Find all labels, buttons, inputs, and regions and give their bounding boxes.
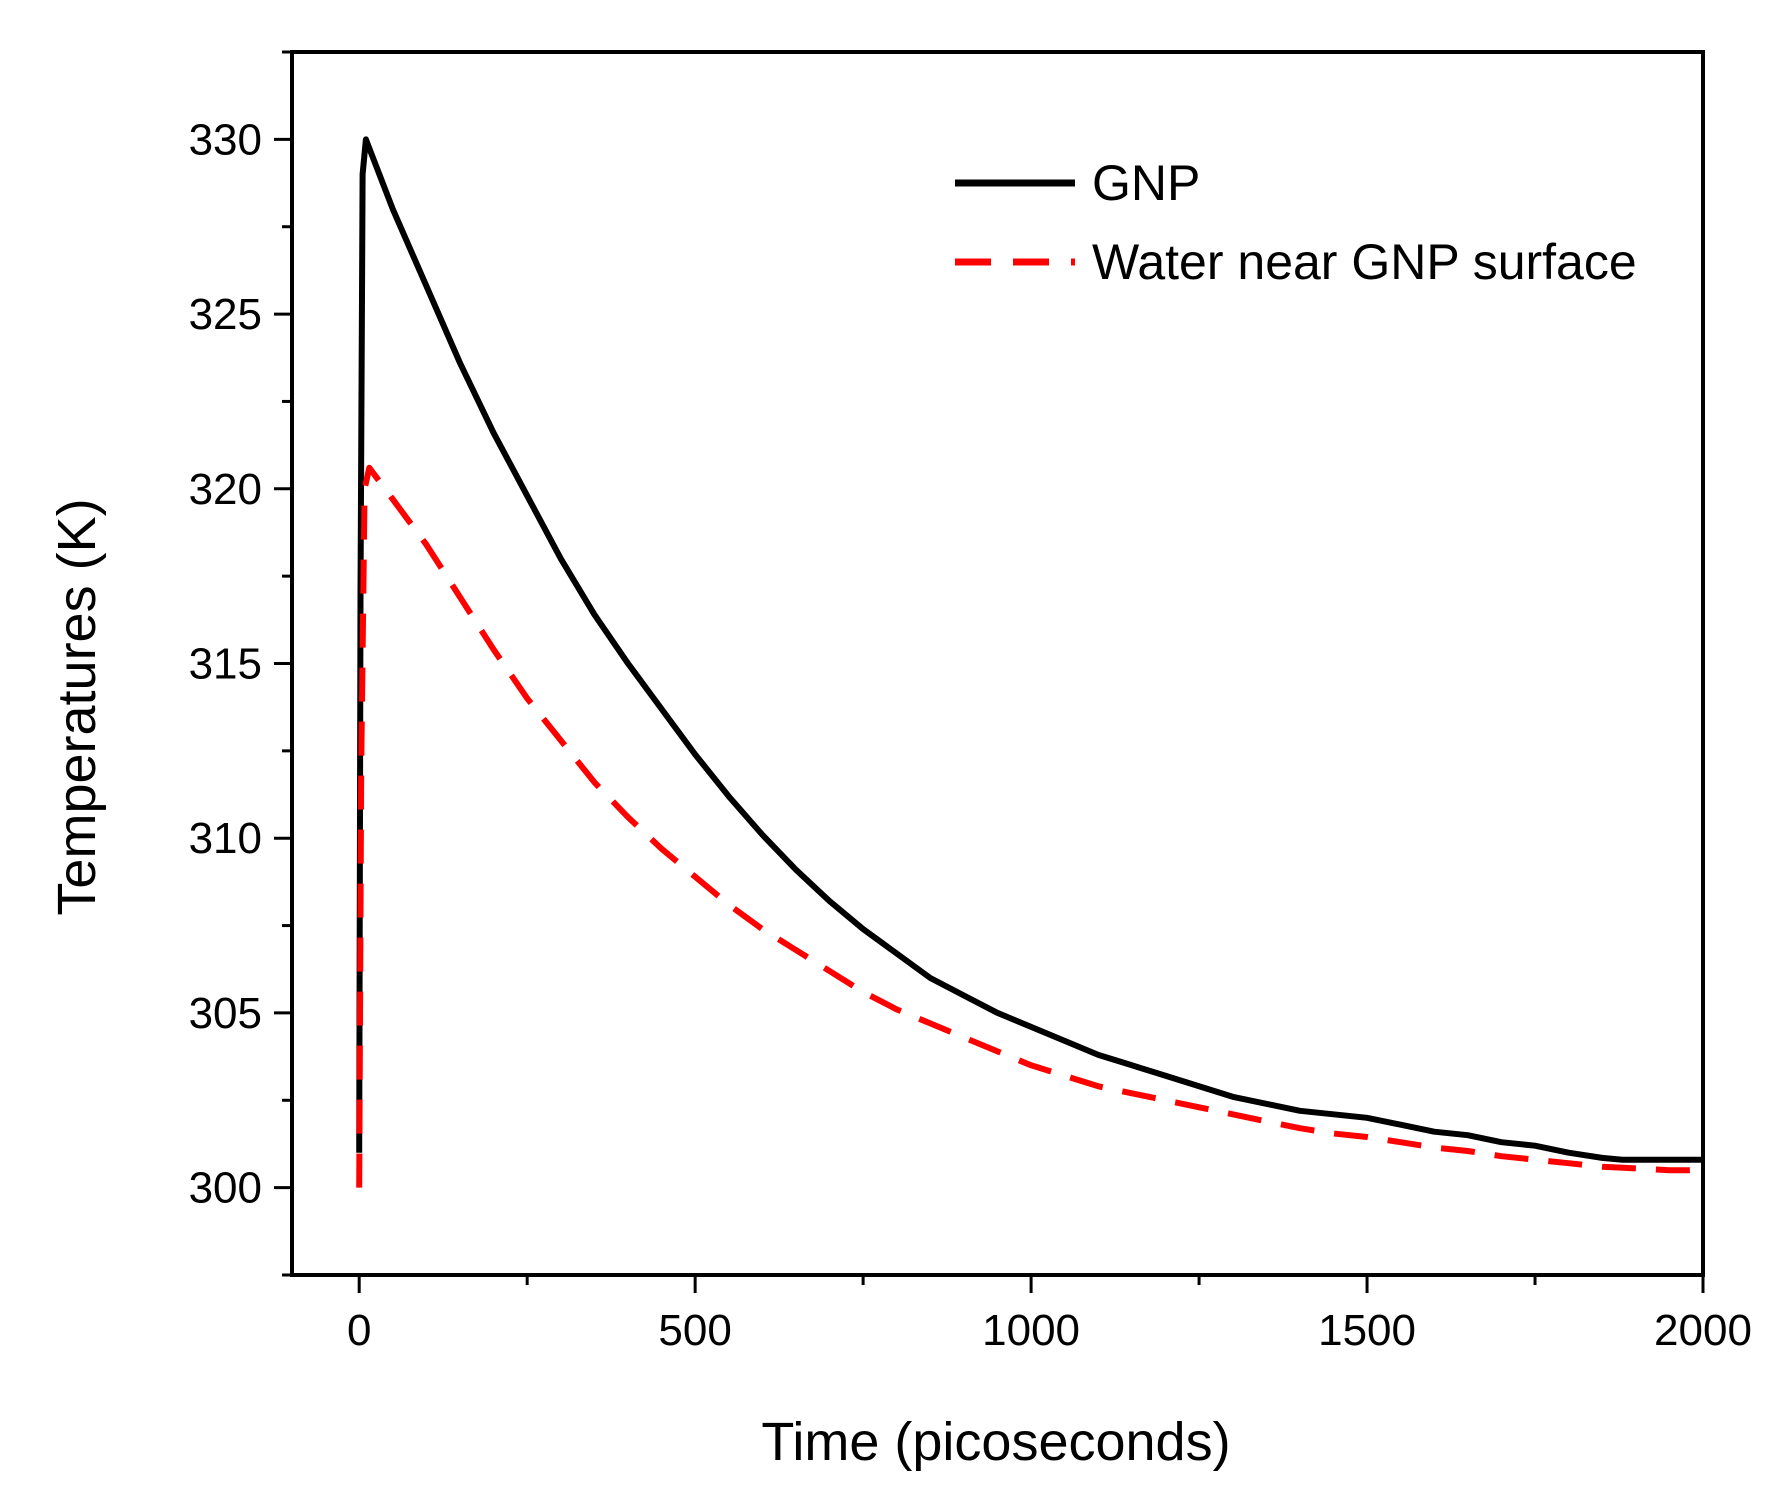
axis-ticks bbox=[274, 50, 1705, 1293]
y-tick-label: 305 bbox=[189, 989, 262, 1038]
x-tick-label: 2000 bbox=[1654, 1306, 1752, 1355]
x-axis-title: Time (picoseconds) bbox=[761, 1412, 1230, 1472]
x-tick-label: 1500 bbox=[1318, 1306, 1416, 1355]
x-tick-label: 500 bbox=[658, 1306, 731, 1355]
series-line-gnp bbox=[356, 136, 1703, 1163]
y-tick-label: 315 bbox=[189, 640, 262, 689]
series-line-water bbox=[356, 464, 1703, 1188]
x-tick-labels: 0 500 1000 1500 2000 bbox=[347, 1306, 1752, 1355]
y-axis-title: Temperatures (K) bbox=[47, 498, 107, 915]
legend: GNP Water near GNP surface bbox=[955, 155, 1637, 290]
y-tick-label: 320 bbox=[189, 465, 262, 514]
y-tick-label: 300 bbox=[189, 1164, 262, 1213]
y-tick-label: 330 bbox=[189, 115, 262, 164]
plot-lines bbox=[356, 136, 1703, 1188]
legend-label-gnp: GNP bbox=[1092, 155, 1200, 211]
x-tick-label: 1000 bbox=[982, 1306, 1080, 1355]
x-tick-label: 0 bbox=[347, 1306, 371, 1355]
legend-label-water: Water near GNP surface bbox=[1092, 234, 1637, 290]
y-tick-label: 310 bbox=[189, 814, 262, 863]
y-tick-labels: 300 305 310 315 320 325 330 bbox=[189, 115, 262, 1212]
y-tick-label: 325 bbox=[189, 290, 262, 339]
